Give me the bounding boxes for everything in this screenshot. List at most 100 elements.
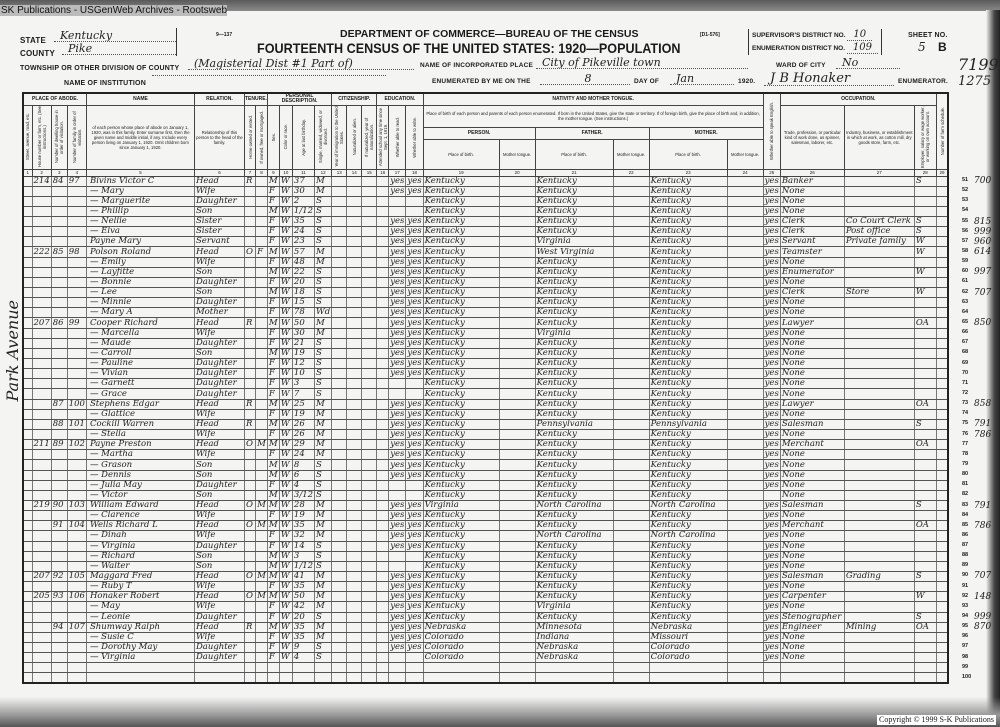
cell-mortgage [255,510,268,522]
cell-imm [331,378,348,390]
cell-bmt [498,499,536,512]
cell-age: 24 [291,226,316,238]
cell-marital: S [314,216,333,228]
cell-farm [935,307,949,319]
cell-dwelling [50,205,68,218]
cell-relation: Son [193,489,245,502]
cell-nat [346,621,363,633]
cell-family [66,631,87,643]
cell-natyr [361,499,378,512]
cell-name: — Leonie [85,611,195,623]
column-header-17: Whether able to read. [388,104,407,170]
cell-fbp: Nebraska [534,641,614,654]
cell-read: yes [388,398,407,410]
cell-sex: F [266,641,280,654]
cell-natyr [361,560,378,572]
cell-imm [331,641,348,654]
cell-dwelling [50,459,68,471]
cell-nat [346,662,363,674]
cell-relation: Head [193,418,245,431]
column-header-14: Naturalized or alien. [346,104,363,170]
cell-read: yes [388,520,407,532]
column-number: 29 [935,168,949,177]
cell-read: yes [388,327,407,339]
cell-owned [243,388,257,400]
cell-age: 78 [291,307,316,319]
cell-fbp: Virginia [534,601,614,613]
cell-bp: Kentucky [422,489,500,502]
cell-owned [243,408,257,420]
cell-mmt [726,327,764,339]
column-header-19: Place of birth. [422,138,500,170]
cell-bp: Kentucky [422,560,500,572]
cell-fmt [612,581,650,593]
cell-class: S [913,570,937,583]
cell-bp: Kentucky [422,601,500,613]
cell-imm [331,246,348,258]
cell-english: yes [762,226,781,238]
cell-name: — Mary A [85,307,195,319]
cell-write: yes [405,418,424,431]
cell-school [376,489,390,502]
cell-family [66,581,87,593]
cell-natyr [361,195,378,207]
cell-nat [346,429,363,441]
cell-fmt [612,611,650,623]
cell-marital: S [314,368,333,380]
cell-mmt [726,378,764,390]
cell-imm [331,530,348,542]
cell-school [376,185,390,197]
cell-name: Cooper Richard [85,317,195,329]
cell-name: Cockill Warren [85,418,195,431]
cell-race: W [278,398,293,410]
cell-owned [243,287,257,299]
cell-name: — Susie C [85,631,195,643]
cell-relation [193,672,245,684]
cell-bp: Kentucky [422,236,500,248]
cell-bmt [498,347,536,360]
cell-marital: M [314,439,333,451]
cell-mmt [726,439,764,451]
column-header-12: Single, married, widowed, or divorced. [314,104,333,170]
cell-mbp: Colorado [648,652,728,664]
day-field: 8 [540,73,630,85]
cell-industry [843,560,915,572]
cell-bmt [498,560,536,572]
cell-age: 6 [291,469,316,481]
cell-sex: M [266,591,280,603]
cell-read: yes [388,337,407,349]
cell-english: yes [762,185,781,197]
cell-family [66,327,87,339]
cell-write: yes [405,621,424,633]
cell-imm [331,570,348,583]
cell-house: 222 [31,246,52,258]
cell-mmt [726,611,764,623]
cell-farm [935,672,949,684]
cell-age: 28 [291,499,316,512]
cell-english: yes [762,337,781,349]
cell-name: — Victor [85,489,195,502]
cell-write: yes [405,469,424,481]
cell-imm [331,175,348,187]
cell-occupation: None [779,307,845,319]
cell-house [31,307,52,319]
cell-mbp: Pennsylvania [648,418,728,431]
group-header-citizenship: CITIZENSHIP. [331,92,378,106]
cell-natyr [361,347,378,360]
cell-bp: Colorado [422,641,500,654]
cell-dwelling [50,469,68,481]
cell-school [376,530,390,542]
cell-nat [346,652,363,664]
cell-dwelling: 92 [50,570,68,583]
cell-farm [935,510,949,522]
cell-mmt [726,641,764,654]
cell-farm [935,662,949,674]
cell-age: 9 [291,641,316,654]
cell-imm [331,489,348,502]
cell-relation: Wife [193,408,245,420]
cell-industry [843,499,915,512]
cell-natyr [361,591,378,603]
cell-fbp: Kentucky [534,479,614,491]
cell-mbp: Kentucky [648,581,728,593]
